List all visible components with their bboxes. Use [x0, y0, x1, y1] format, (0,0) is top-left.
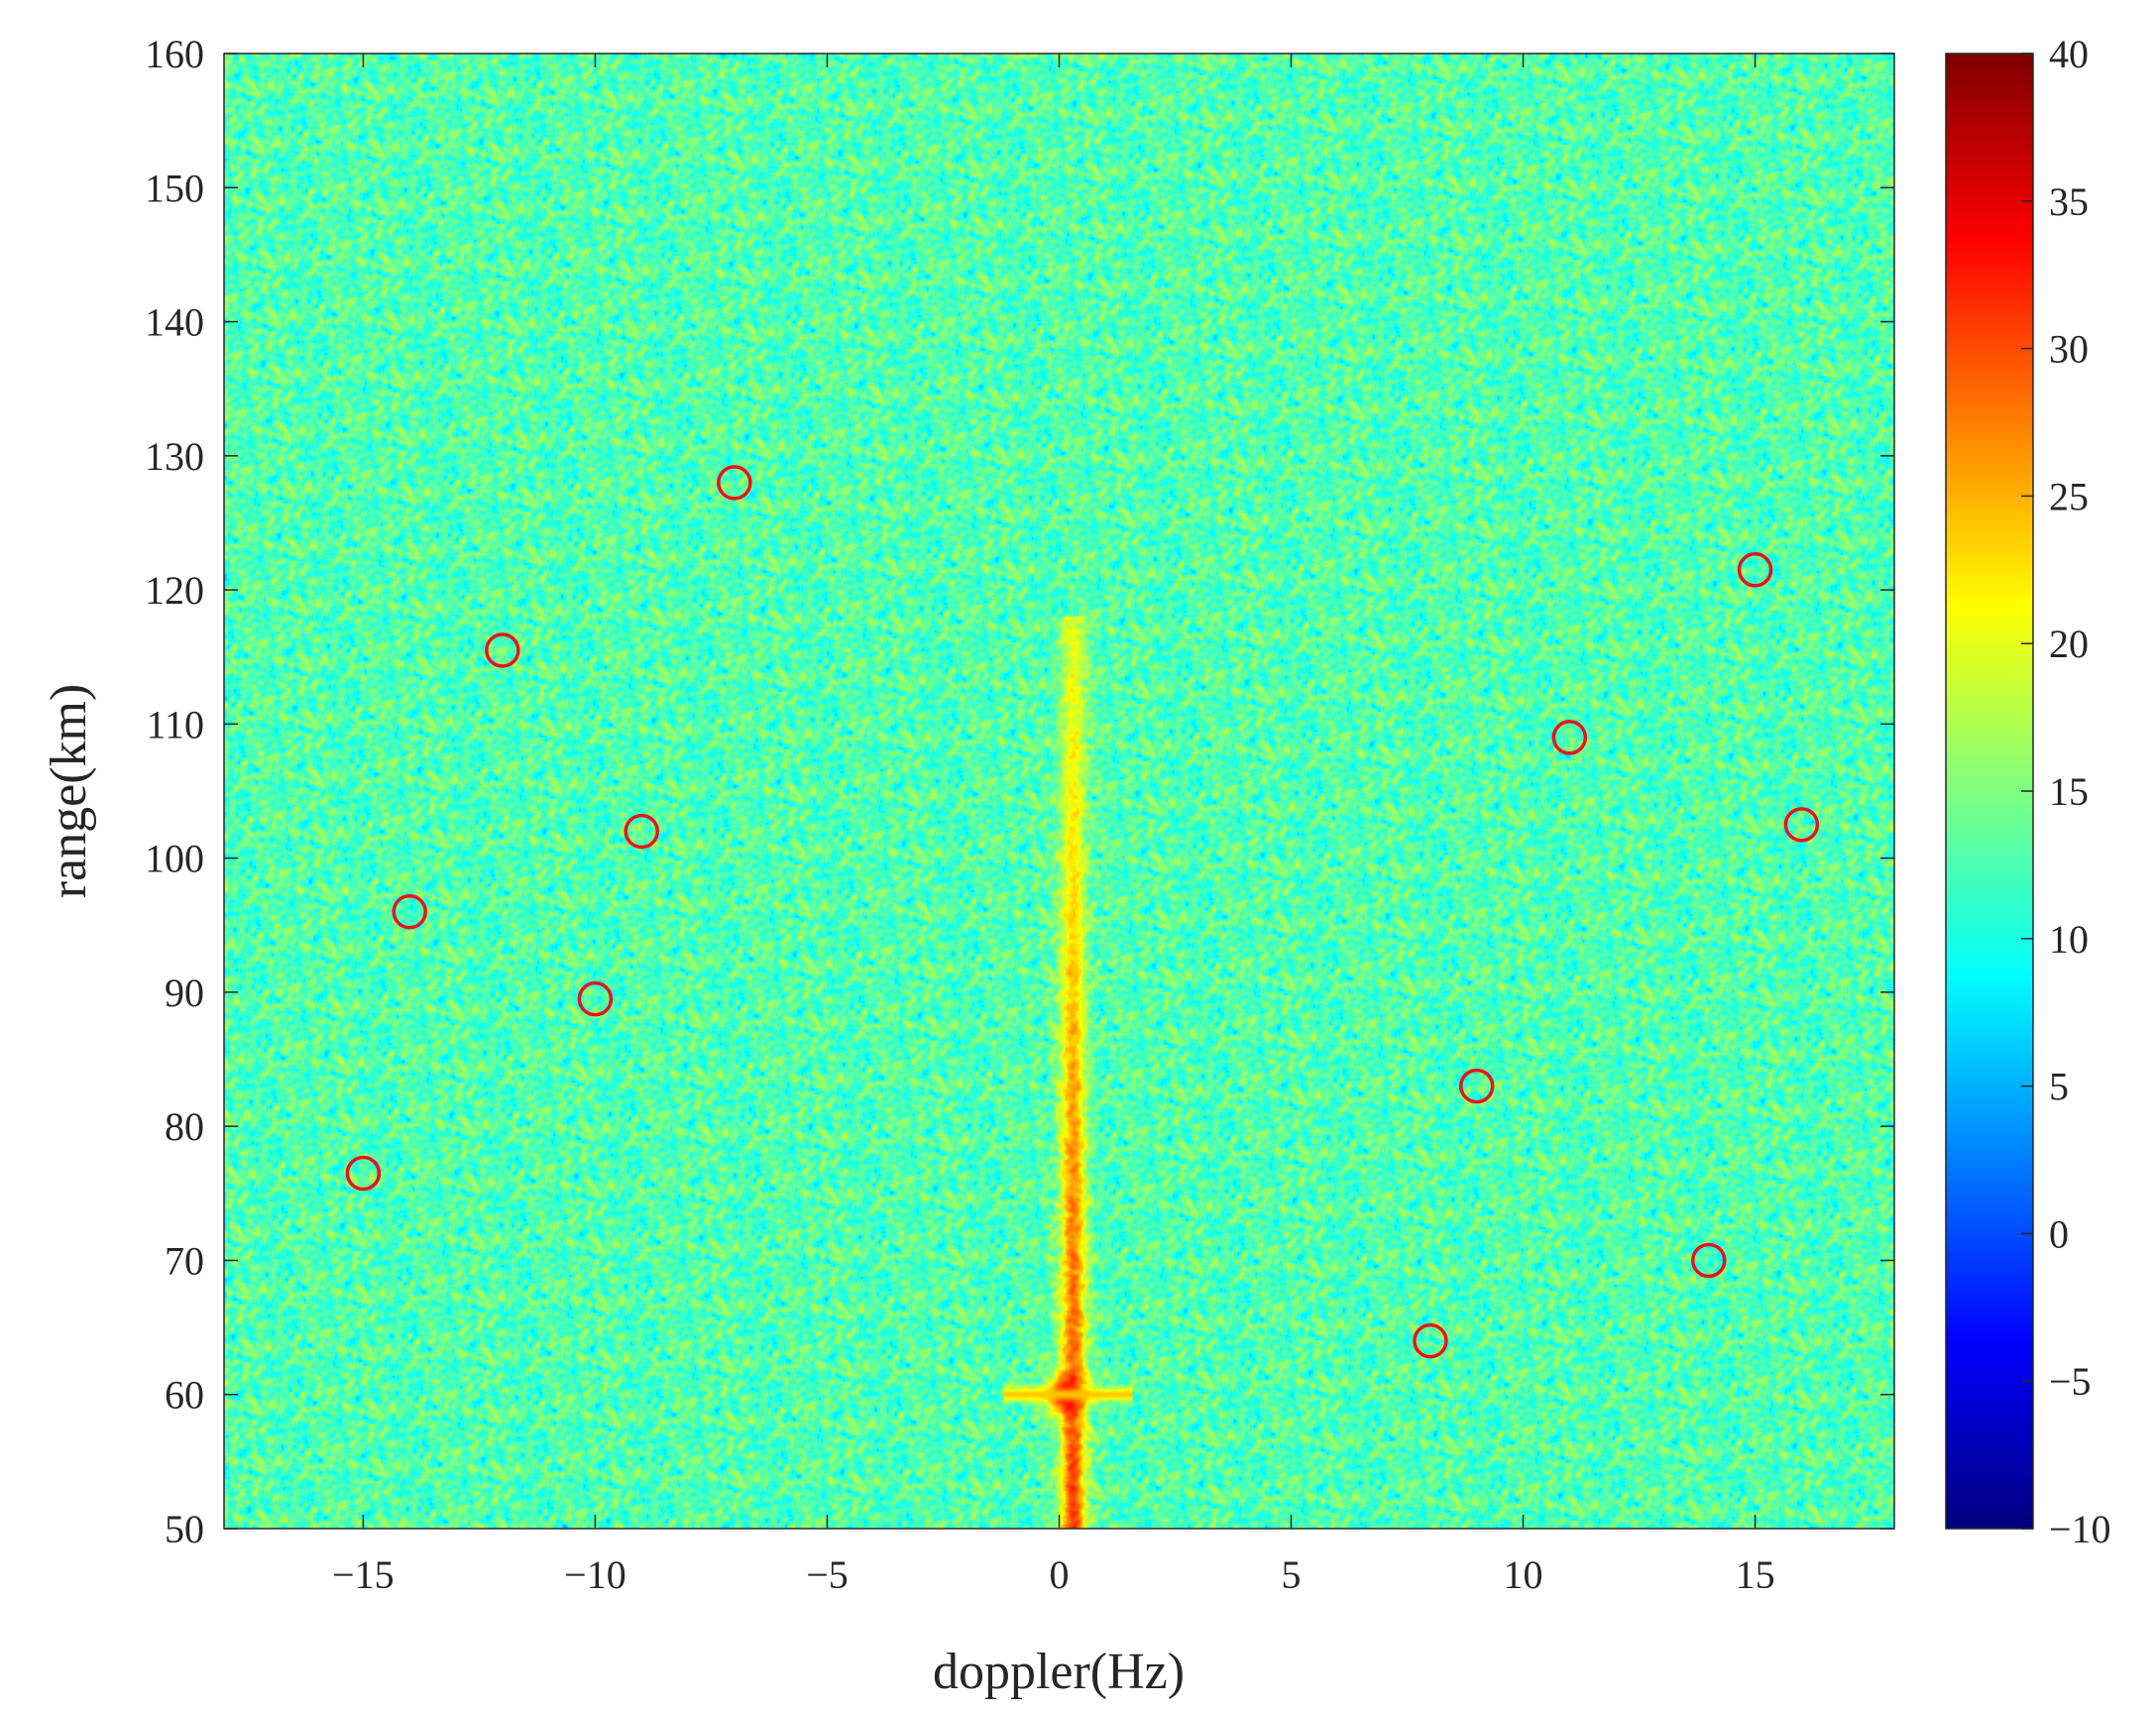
- colorbar-tick-label: 25: [2049, 474, 2089, 518]
- x-tick-label: 0: [1050, 1552, 1070, 1597]
- y-tick-label: 90: [165, 971, 204, 1015]
- colorbar: [1946, 54, 2033, 1529]
- colorbar-tick-label: −10: [2049, 1507, 2111, 1551]
- y-tick-label: 160: [145, 32, 204, 76]
- y-tick-label: 130: [145, 434, 204, 479]
- target-marker-circle: [717, 465, 752, 501]
- heatmap: [224, 54, 1894, 1529]
- target-marker-circle: [1459, 1068, 1495, 1104]
- y-tick-label: 140: [145, 300, 204, 345]
- y-tick-label: 80: [165, 1104, 204, 1149]
- x-axis-label: doppler(Hz): [933, 1644, 1185, 1700]
- target-marker-circle: [392, 893, 427, 930]
- target-marker-circle: [1691, 1242, 1727, 1279]
- colorbar-tick-label: 15: [2049, 769, 2089, 814]
- y-tick-label: 100: [145, 837, 204, 881]
- target-marker-circle: [485, 632, 520, 668]
- colorbar-tick-label: 40: [2049, 32, 2089, 76]
- x-tick-label: 5: [1282, 1552, 1302, 1597]
- y-tick-label: 110: [146, 702, 204, 746]
- x-tick-label: −5: [806, 1552, 849, 1597]
- target-marker-circle: [624, 813, 659, 850]
- colorbar-tick-label: 0: [2049, 1211, 2069, 1256]
- target-marker-circle: [1737, 552, 1773, 588]
- colorbar-frame: [1945, 53, 2034, 1530]
- y-axis-label: range(km): [41, 684, 97, 899]
- colorbar-tick-label: −5: [2049, 1359, 2092, 1404]
- colorbar-tick-label: 35: [2049, 179, 2089, 224]
- y-tick-label: 70: [165, 1238, 204, 1283]
- colorbar-tick-label: 30: [2049, 327, 2089, 372]
- target-marker-circle: [345, 1155, 382, 1192]
- y-tick-label: 50: [165, 1507, 204, 1551]
- x-axis-ticks: −15 −10 −5 0 5 10 15: [332, 54, 1775, 1597]
- colorbar-tick-label: 5: [2049, 1065, 2069, 1109]
- x-tick-label: 15: [1736, 1552, 1775, 1597]
- y-tick-label: 150: [145, 166, 204, 210]
- colorbar-tick-label: 20: [2049, 622, 2089, 666]
- target-marker-circle: [1413, 1322, 1448, 1359]
- x-tick-label: −15: [332, 1552, 395, 1597]
- target-marker-circle: [1551, 720, 1588, 755]
- y-axis-ticks: 50 60 70 80 90 100 110 120 130 140 150 160: [145, 32, 1894, 1551]
- plot-frame: [223, 53, 1895, 1530]
- y-tick-label: 120: [145, 568, 204, 613]
- target-marker-circle: [1783, 807, 1820, 843]
- colorbar-tick-label: 10: [2049, 917, 2089, 962]
- target-markers: [345, 465, 1820, 1359]
- target-marker-circle: [577, 980, 614, 1017]
- x-tick-label: −10: [564, 1552, 626, 1597]
- x-tick-label: 10: [1504, 1552, 1543, 1597]
- colorbar-ticks: −10 −5 0 5 10 15 20 25 30 35 40: [2021, 32, 2111, 1551]
- y-tick-label: 60: [165, 1373, 204, 1418]
